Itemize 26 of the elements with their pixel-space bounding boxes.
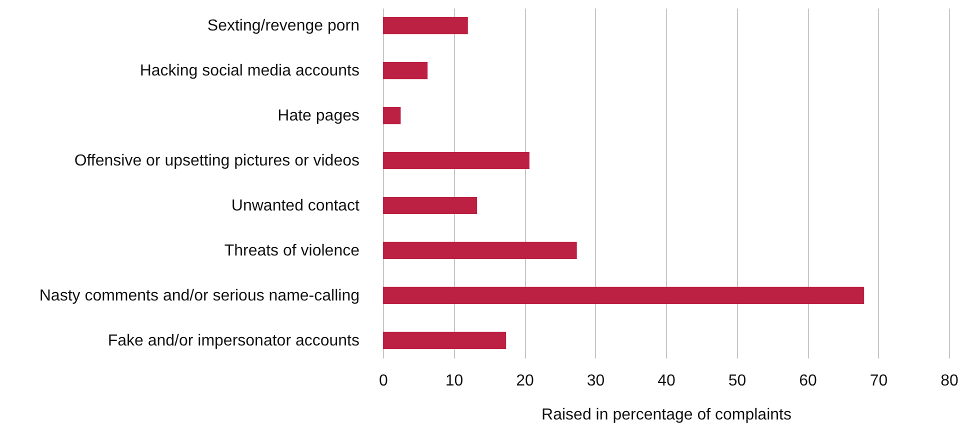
x-tick-label: 10 — [445, 372, 464, 390]
y-tick-label: Nasty comments and/or serious name-calling — [39, 287, 360, 304]
x-tick-label: 0 — [379, 372, 388, 390]
bar — [383, 62, 428, 80]
x-tick-label: 70 — [870, 372, 888, 390]
bar — [383, 286, 864, 304]
x-tick-label: 20 — [516, 372, 534, 390]
x-tick-label: 60 — [799, 372, 817, 390]
x-tick-label: 80 — [940, 372, 958, 390]
bar — [383, 106, 401, 124]
x-tick-label: 30 — [586, 372, 605, 390]
bar — [383, 242, 577, 260]
y-tick-label: Unwanted contact — [231, 197, 360, 214]
bar — [383, 16, 468, 34]
y-tick-label: Fake and/or impersonator accounts — [108, 332, 360, 350]
bar — [383, 152, 530, 170]
y-tick-label: Hacking social media accounts — [140, 62, 360, 80]
bar — [383, 332, 506, 350]
y-tick-label: Threats of violence — [224, 242, 360, 260]
x-axis-title: Raised in percentage of complaints — [542, 406, 792, 424]
y-tick-label: Offensive or upsetting pictures or videos — [74, 152, 360, 170]
y-tick-label: Sexting/revenge porn — [207, 18, 360, 35]
x-tick-label: 50 — [728, 372, 746, 390]
y-tick-label: Hate pages — [278, 108, 360, 125]
bar — [383, 196, 478, 214]
x-tick-label: 40 — [658, 372, 676, 390]
